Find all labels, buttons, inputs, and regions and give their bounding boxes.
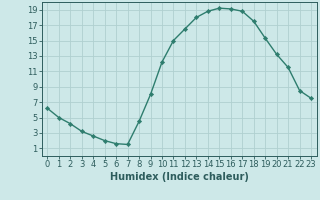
X-axis label: Humidex (Indice chaleur): Humidex (Indice chaleur) (110, 172, 249, 182)
